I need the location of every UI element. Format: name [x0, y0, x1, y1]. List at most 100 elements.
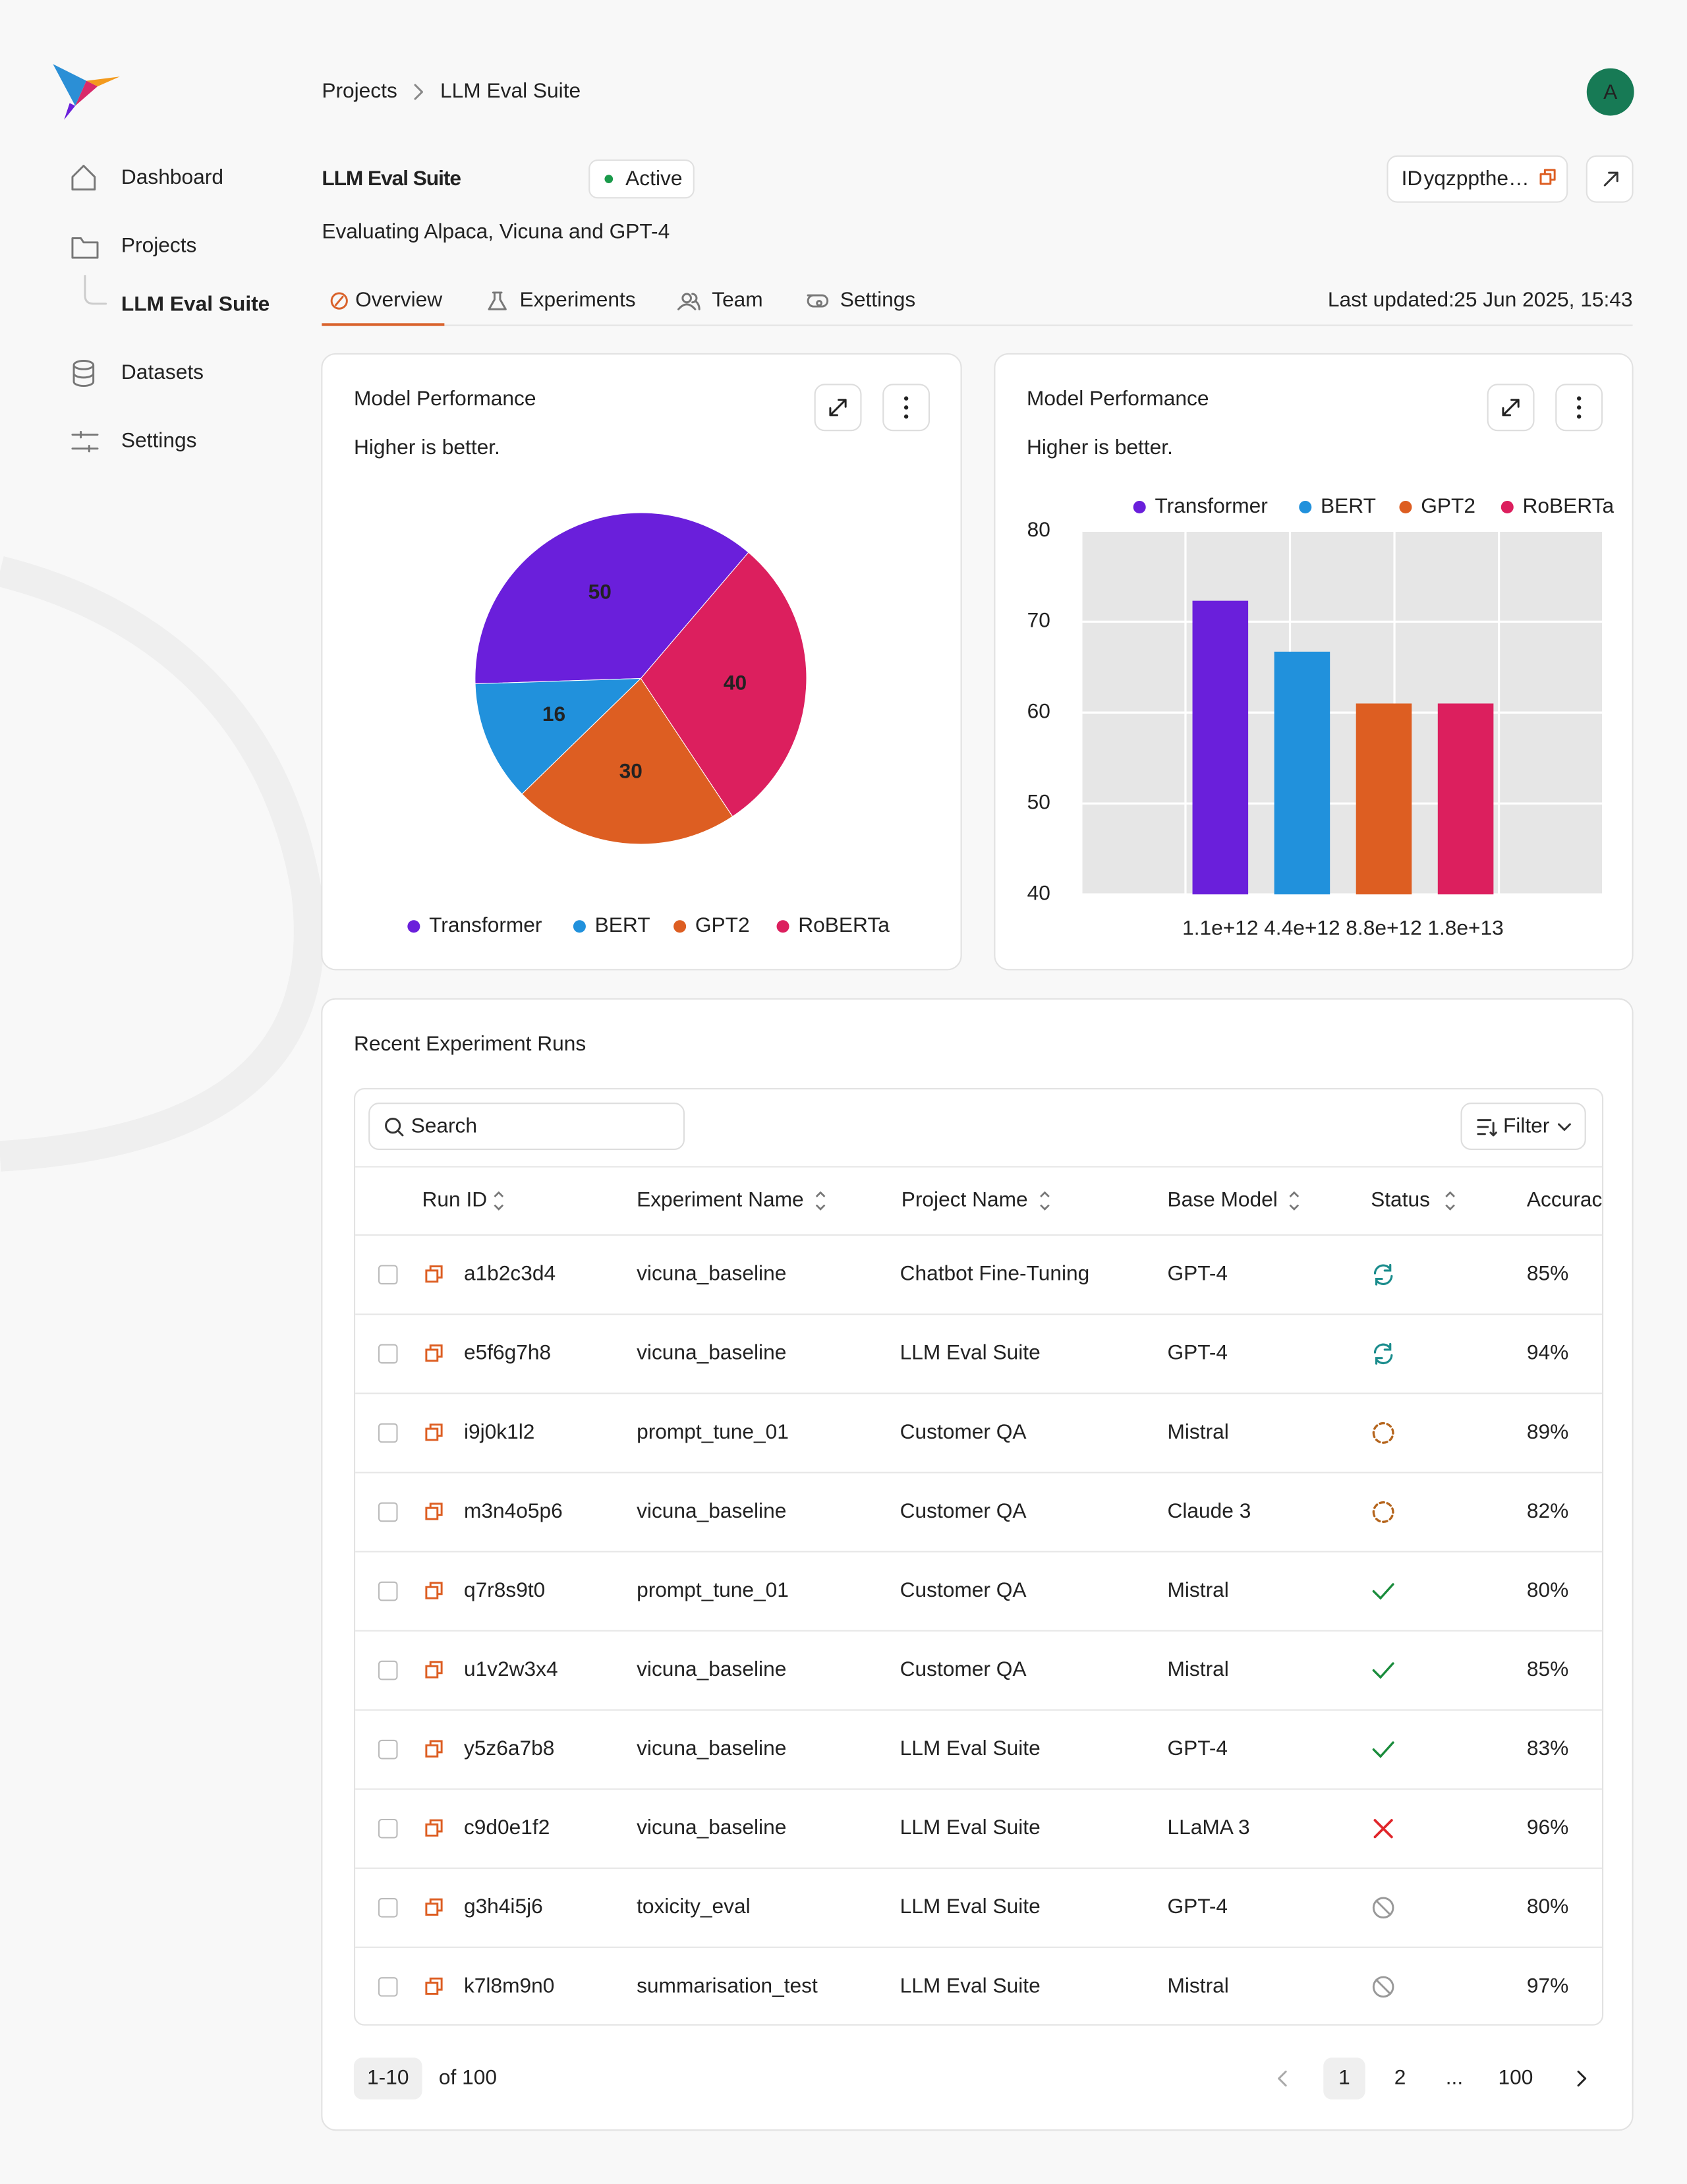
- nav-item[interactable]: Datasets: [121, 360, 204, 384]
- copy-icon[interactable]: [425, 1740, 443, 1758]
- row-checkbox[interactable]: [378, 1581, 398, 1601]
- nav-item[interactable]: Settings: [121, 428, 196, 451]
- base-model: GPT-4: [1167, 1736, 1228, 1760]
- tab-icon: [330, 292, 348, 310]
- page-link[interactable]: 100: [1499, 2065, 1533, 2088]
- logo: [53, 64, 87, 106]
- page-link[interactable]: ...: [1446, 2065, 1463, 2088]
- row-checkbox[interactable]: [378, 1265, 398, 1285]
- copy-icon[interactable]: [425, 1344, 443, 1362]
- page-link[interactable]: 1: [1338, 2065, 1350, 2088]
- filter-button[interactable]: [1460, 1103, 1586, 1151]
- copy-icon[interactable]: [425, 1265, 443, 1283]
- status-icon: [1373, 1819, 1393, 1839]
- page-title: LLM Eval Suite: [322, 166, 461, 190]
- accuracy: 97%: [1527, 1973, 1568, 1997]
- breadcrumb[interactable]: Projects: [322, 78, 397, 102]
- page-link[interactable]: 2: [1394, 2065, 1406, 2088]
- row-checkbox[interactable]: [378, 1660, 398, 1681]
- legend-swatch[interactable]: [1133, 500, 1146, 513]
- id-label: ID: [1402, 166, 1423, 190]
- experiment-name: prompt_tune_01: [637, 1420, 789, 1443]
- legend-swatch[interactable]: [407, 920, 420, 933]
- search-box[interactable]: [368, 1103, 685, 1151]
- run-id[interactable]: g3h4i5j6: [464, 1894, 543, 1918]
- run-id[interactable]: e5f6g7h8: [464, 1340, 551, 1364]
- run-id[interactable]: u1v2w3x4: [464, 1657, 558, 1681]
- status-icon: [1372, 1662, 1394, 1679]
- experiment-name: prompt_tune_01: [637, 1578, 789, 1601]
- run-id[interactable]: y5z6a7b8: [464, 1736, 554, 1760]
- copy-icon[interactable]: [425, 1977, 443, 1995]
- menu-dot: [903, 405, 909, 410]
- id-box[interactable]: [1387, 155, 1568, 203]
- run-id[interactable]: q7r8s9t0: [464, 1578, 545, 1601]
- bg-decoration: [0, 556, 325, 1172]
- sort-icon: [494, 1191, 504, 1211]
- base-model: GPT-4: [1167, 1894, 1228, 1918]
- row-checkbox[interactable]: [378, 1344, 398, 1364]
- legend-swatch[interactable]: [673, 920, 687, 933]
- y-tick-label: 70: [1027, 608, 1050, 632]
- run-id[interactable]: a1b2c3d4: [464, 1261, 556, 1285]
- total: of 100: [439, 2065, 497, 2088]
- legend-swatch[interactable]: [1501, 500, 1514, 513]
- legend-swatch[interactable]: [573, 920, 586, 933]
- avatar[interactable]: [1586, 68, 1634, 116]
- run-id[interactable]: i9j0k1l2: [464, 1420, 534, 1443]
- open-button[interactable]: [1586, 155, 1634, 203]
- nav-subitem[interactable]: LLM Eval Suite: [121, 291, 270, 315]
- row-checkbox[interactable]: [378, 1818, 398, 1839]
- chevron: [1558, 1123, 1571, 1131]
- legend-swatch[interactable]: [776, 920, 789, 933]
- sort-icon: [1289, 1191, 1300, 1211]
- experiment-name: vicuna_baseline: [637, 1261, 786, 1285]
- row-checkbox[interactable]: [378, 1898, 398, 1918]
- project-name: LLM Eval Suite: [900, 1736, 1041, 1760]
- column-header[interactable]: Base Model: [1167, 1188, 1277, 1211]
- column-header[interactable]: Accuracy: [1527, 1188, 1613, 1211]
- pie-slice: [474, 512, 749, 685]
- copy-icon[interactable]: [425, 1661, 443, 1679]
- run-id[interactable]: c9d0e1f2: [464, 1815, 550, 1839]
- legend-swatch[interactable]: [1299, 500, 1312, 513]
- row-checkbox[interactable]: [378, 1739, 398, 1760]
- row-checkbox[interactable]: [378, 1502, 398, 1522]
- tab[interactable]: Overview: [355, 287, 442, 311]
- column-header[interactable]: Project Name: [901, 1188, 1028, 1211]
- copy-icon[interactable]: [425, 1819, 443, 1837]
- accuracy: 85%: [1527, 1657, 1568, 1681]
- tab[interactable]: Team: [712, 287, 763, 311]
- nav-item[interactable]: Projects: [121, 233, 196, 257]
- legend-label: Transformer: [429, 913, 542, 936]
- accuracy: 80%: [1527, 1578, 1568, 1601]
- search-placeholder: Search: [411, 1114, 477, 1137]
- nav-item[interactable]: Dashboard: [121, 165, 223, 188]
- project-name: Customer QA: [900, 1578, 1027, 1601]
- copy-icon[interactable]: [425, 1898, 443, 1916]
- logo: [64, 103, 76, 120]
- copy-icon[interactable]: [425, 1423, 443, 1441]
- status-icon: [1373, 1342, 1393, 1365]
- legend-swatch[interactable]: [1399, 500, 1412, 513]
- menu-dot: [903, 414, 909, 419]
- row-checkbox[interactable]: [378, 1977, 398, 1997]
- column-header[interactable]: Experiment Name: [637, 1188, 804, 1211]
- base-model: Claude 3: [1167, 1499, 1251, 1522]
- row-checkbox[interactable]: [378, 1423, 398, 1443]
- tab[interactable]: Experiments: [520, 287, 636, 311]
- run-id[interactable]: k7l8m9n0: [464, 1973, 554, 1997]
- card-title: Model Performance: [1027, 386, 1209, 410]
- run-id[interactable]: m3n4o5p6: [464, 1499, 563, 1522]
- pie-label: 16: [542, 702, 565, 726]
- status-icon: [1372, 1501, 1394, 1523]
- accuracy: 83%: [1527, 1736, 1568, 1760]
- copy-icon[interactable]: [425, 1503, 443, 1520]
- filter-label: Filter: [1503, 1114, 1550, 1137]
- last-updated-value: 25 Jun 2025, 15:43: [1454, 287, 1632, 311]
- bar: [1437, 703, 1494, 895]
- copy-icon[interactable]: [425, 1582, 443, 1599]
- column-header[interactable]: Run ID: [422, 1188, 488, 1211]
- tab[interactable]: Settings: [840, 287, 916, 311]
- column-header[interactable]: Status: [1371, 1188, 1430, 1211]
